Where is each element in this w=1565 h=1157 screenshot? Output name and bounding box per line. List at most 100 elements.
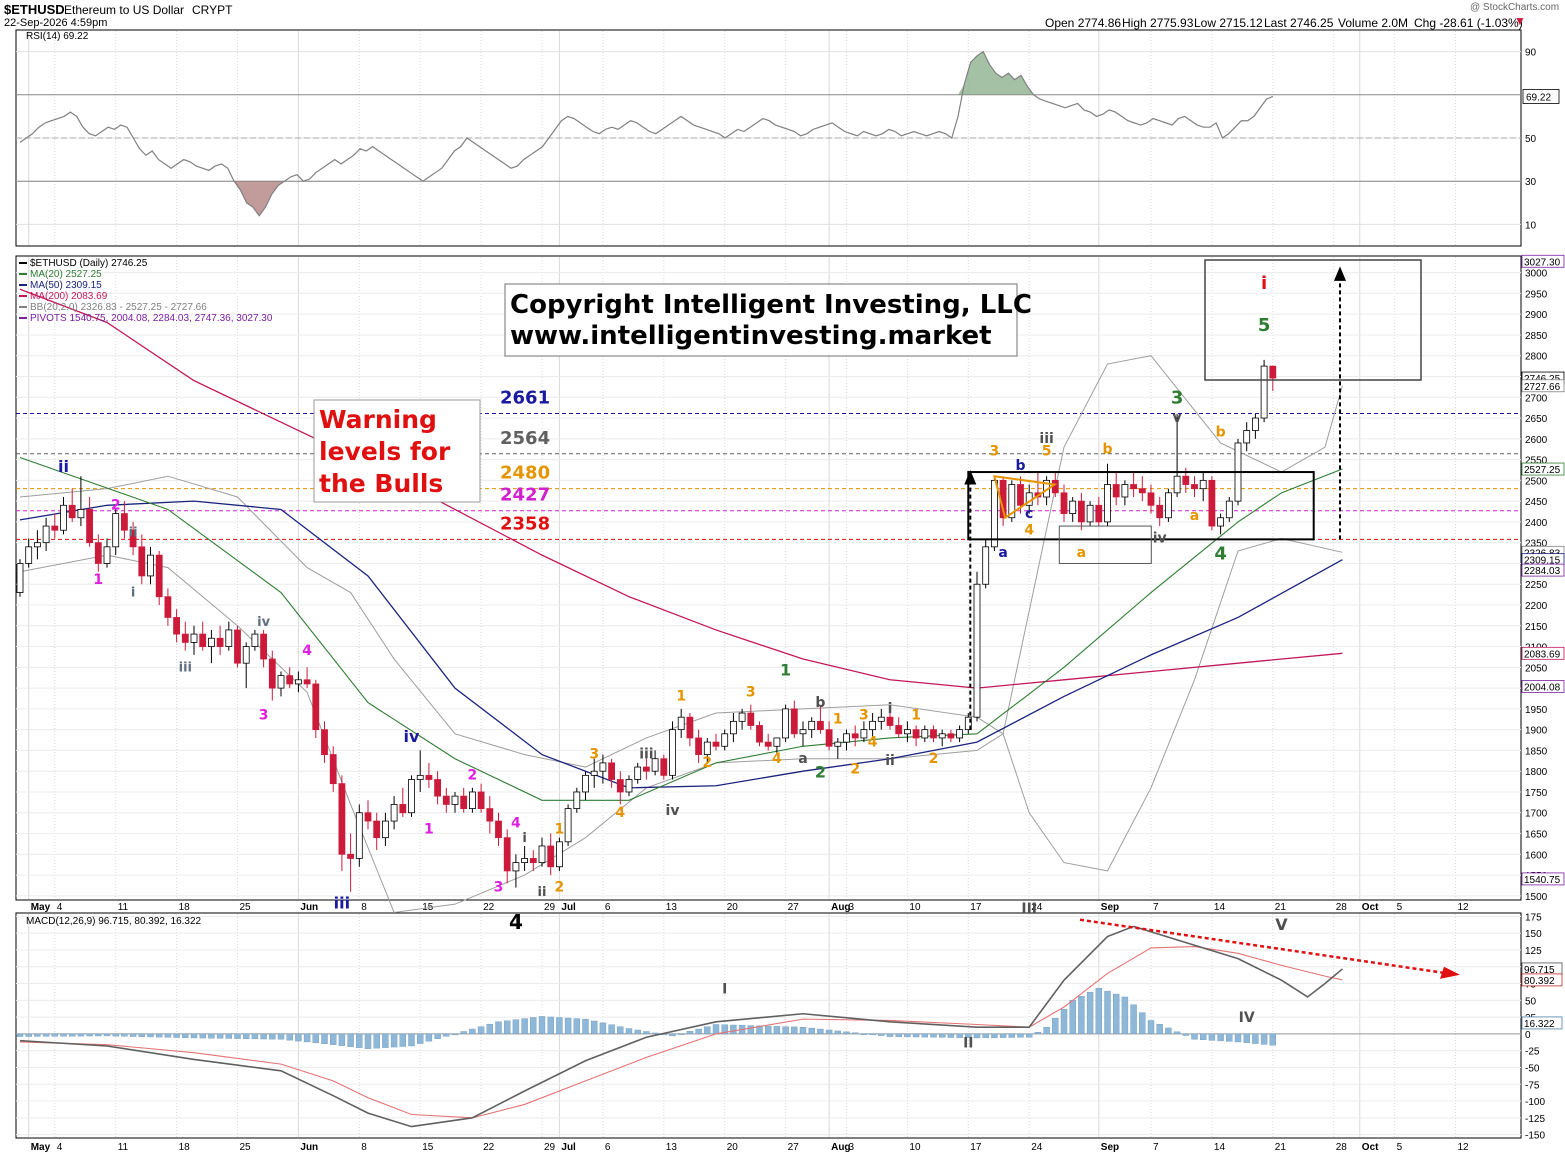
candle xyxy=(1208,476,1216,531)
ma20-line xyxy=(19,456,1343,801)
price-tick-label: 1800 xyxy=(1525,767,1548,778)
candle-body xyxy=(1138,488,1146,494)
candle-body xyxy=(817,720,824,731)
candle xyxy=(1008,480,1016,522)
candle xyxy=(25,538,33,568)
candle-body xyxy=(669,729,676,776)
candle xyxy=(164,588,172,626)
price-right-label-box xyxy=(1521,646,1565,660)
candle-body xyxy=(825,729,833,747)
candle xyxy=(1199,472,1207,502)
candle-body xyxy=(347,853,355,859)
candle xyxy=(695,729,702,763)
x-axis-label: 24 xyxy=(1031,1142,1043,1153)
wave-label: 4 xyxy=(1024,522,1034,538)
candle xyxy=(599,754,607,784)
wave-label: 3 xyxy=(494,880,504,896)
macd-histogram-bar xyxy=(721,1024,728,1035)
warning-line3: the Bulls xyxy=(319,469,443,498)
x-axis-label: 22 xyxy=(483,1142,495,1153)
macd-tick-label: -125 xyxy=(1525,1114,1545,1125)
candle xyxy=(886,708,894,730)
macd-histogram-bar xyxy=(1147,1020,1155,1035)
price-tick-label: 2800 xyxy=(1525,352,1548,363)
open-value: Open 2774.86 xyxy=(1045,16,1122,30)
candle-body xyxy=(599,762,607,772)
candle xyxy=(399,787,407,817)
x-axis-label: 13 xyxy=(666,902,678,913)
wave-label: i xyxy=(522,831,526,846)
candle xyxy=(1095,496,1103,527)
candle-body xyxy=(1130,484,1137,490)
candle xyxy=(616,771,624,805)
candle-body xyxy=(199,633,207,647)
macd-histogram-bar xyxy=(521,1018,528,1035)
wave-label: iii xyxy=(179,660,192,675)
candle-body xyxy=(77,509,85,519)
candle xyxy=(155,550,163,606)
macd-histogram-bar xyxy=(68,1033,76,1037)
macd-histogram-bar xyxy=(686,1031,694,1035)
candle xyxy=(112,509,120,556)
candle xyxy=(1217,513,1224,535)
macd-histogram-bar xyxy=(599,1022,607,1035)
rsi-tick-label: 30 xyxy=(1525,177,1537,188)
macd-histogram-bar xyxy=(860,1033,868,1035)
legend-item: $ETHUSD (Daily) 2746.25 xyxy=(30,258,148,269)
candle-body xyxy=(860,729,868,739)
candle-body xyxy=(121,513,128,531)
macd-tick-label: 175 xyxy=(1525,912,1542,923)
candle xyxy=(930,725,937,743)
candle-body xyxy=(590,770,598,776)
candle-body xyxy=(425,774,433,780)
candle-body xyxy=(338,783,346,855)
macd-histogram-bar xyxy=(791,1026,798,1035)
price-tick-label: 2700 xyxy=(1525,393,1548,404)
rsi-line xyxy=(19,50,1274,217)
candle xyxy=(608,758,615,788)
candle xyxy=(669,721,676,780)
candle xyxy=(103,538,111,568)
legend-item: MA(200) 2083.69 xyxy=(30,291,108,302)
candle xyxy=(686,713,694,747)
candle xyxy=(625,775,633,797)
macd-histogram-bar xyxy=(504,1020,511,1035)
macd-histogram-bar xyxy=(190,1033,198,1039)
price-right-label-box xyxy=(1521,563,1565,577)
candle xyxy=(512,854,520,888)
macd-histogram-bar xyxy=(495,1021,502,1035)
x-axis-label: 14 xyxy=(1214,902,1226,913)
x-axis-label: Jun xyxy=(300,902,318,913)
candle-body xyxy=(721,733,729,747)
macd-histogram-bar xyxy=(208,1033,215,1039)
macd-histogram-bar xyxy=(321,1033,328,1044)
change-arrow-icon: ▼ xyxy=(1514,14,1526,28)
macd-histogram-bar xyxy=(1104,990,1111,1035)
candle-body xyxy=(503,837,511,872)
candle xyxy=(199,621,207,651)
wave-label: i xyxy=(131,586,135,601)
candle xyxy=(451,791,459,813)
candle xyxy=(1191,476,1198,497)
rsi-tick-label: 90 xyxy=(1525,48,1537,59)
macd-histogram-bar xyxy=(895,1033,902,1037)
warning-line2: levels for xyxy=(319,437,451,466)
candle-body xyxy=(964,716,972,731)
candle-body xyxy=(730,720,737,735)
price-right-label: 2284.03 xyxy=(1524,566,1561,577)
x-axis-label: 7 xyxy=(1153,902,1159,913)
wave-label: b xyxy=(815,695,825,711)
macd-histogram-bar xyxy=(634,1029,641,1035)
macd-histogram-bar xyxy=(382,1033,389,1048)
price-tick-label: 1750 xyxy=(1525,788,1548,799)
price-tick-label: 2150 xyxy=(1525,622,1548,633)
candle xyxy=(747,704,755,730)
candle-body xyxy=(1112,484,1120,498)
macd-histogram-bar xyxy=(608,1024,615,1035)
candle-body xyxy=(921,729,929,739)
candle xyxy=(234,625,241,668)
candle-body xyxy=(60,504,67,531)
candle xyxy=(268,650,276,701)
candle-body xyxy=(68,504,76,519)
macd-histogram-bar xyxy=(434,1033,441,1039)
